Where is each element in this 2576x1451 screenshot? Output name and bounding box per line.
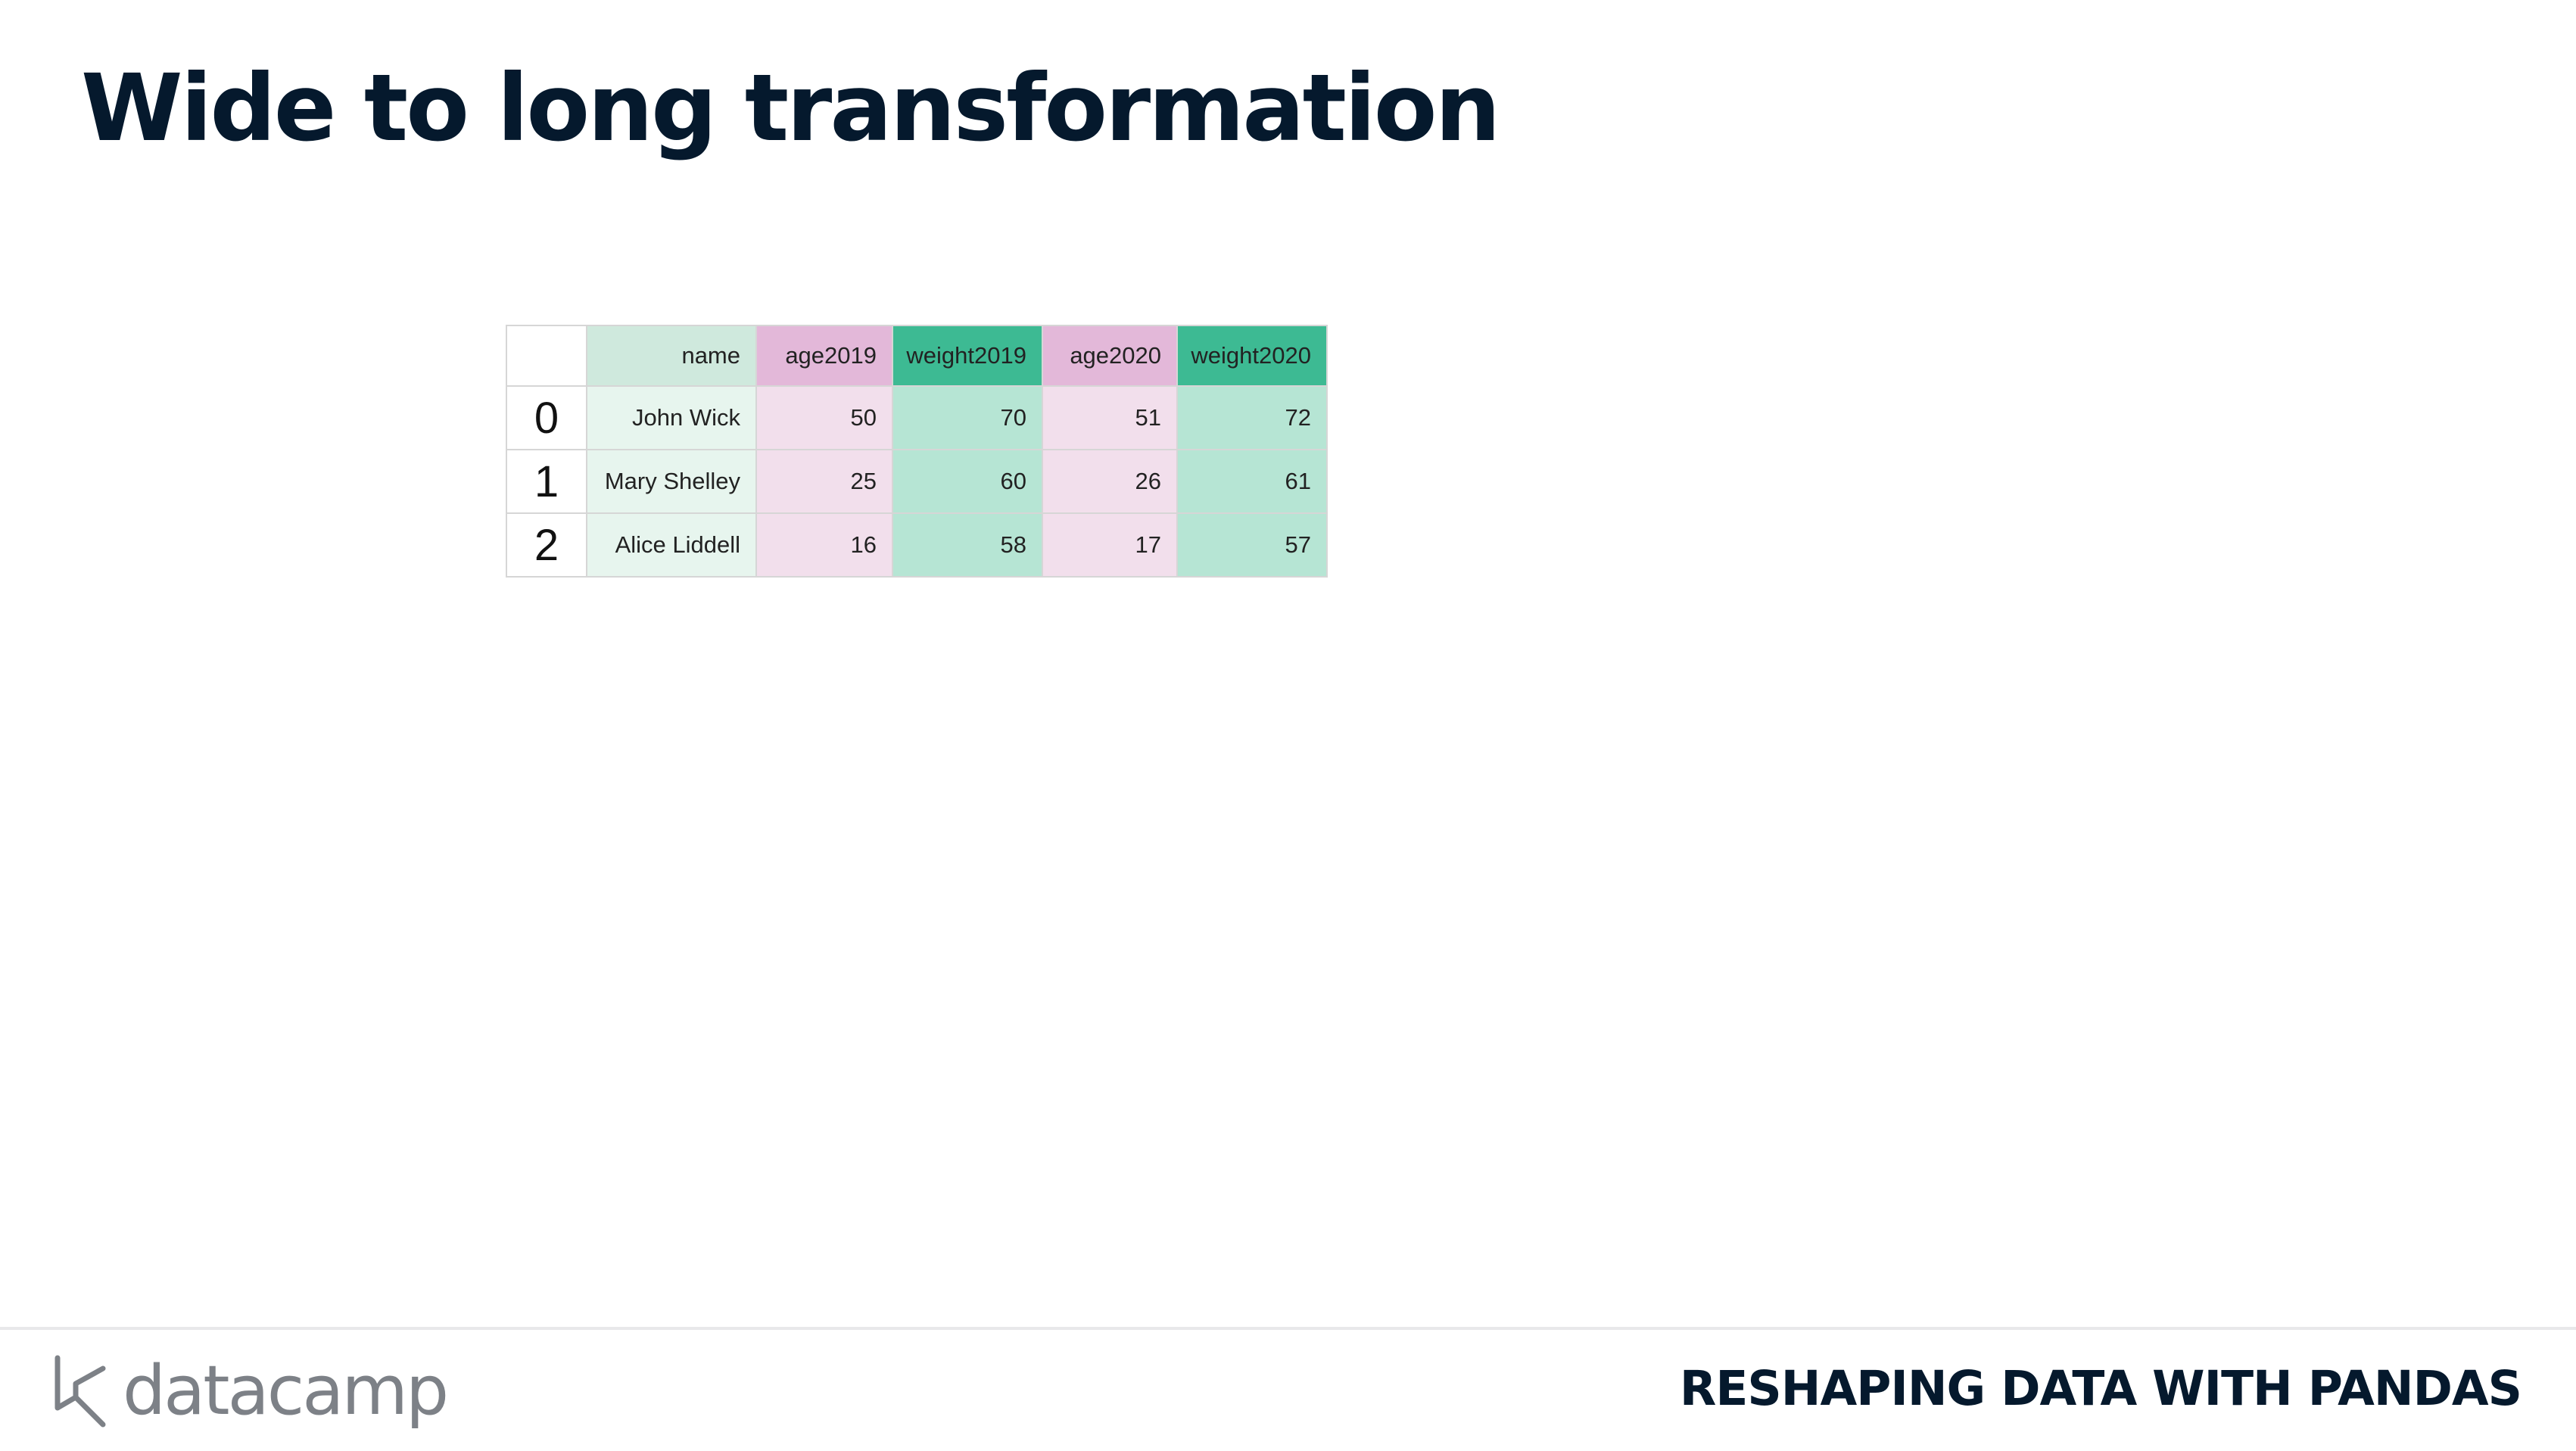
table-row: 2 Alice Liddell 16 58 17 57 xyxy=(506,512,1328,578)
table-header-row: name age2019 weight2019 age2020 weight20… xyxy=(506,325,1328,387)
cell-age2020: 17 xyxy=(1042,512,1178,578)
row-index: 1 xyxy=(506,449,587,514)
datacamp-logo-icon xyxy=(55,1355,106,1428)
column-header-age2019: age2019 xyxy=(755,325,893,387)
row-index: 2 xyxy=(506,512,587,578)
cell-age2019: 25 xyxy=(755,449,893,514)
slide-title: Wide to long transformation xyxy=(81,54,1500,162)
cell-weight2020: 72 xyxy=(1176,385,1328,450)
cell-weight2019: 58 xyxy=(892,512,1043,578)
cell-age2020: 26 xyxy=(1042,449,1178,514)
cell-weight2019: 70 xyxy=(892,385,1043,450)
row-index: 0 xyxy=(506,385,587,450)
index-header xyxy=(506,325,587,387)
cell-weight2019: 60 xyxy=(892,449,1043,514)
cell-age2020: 51 xyxy=(1042,385,1178,450)
column-header-weight2019: weight2019 xyxy=(892,325,1043,387)
cell-weight2020: 57 xyxy=(1176,512,1328,578)
column-header-age2020: age2020 xyxy=(1042,325,1178,387)
cell-name: John Wick xyxy=(586,385,757,450)
datacamp-logo: datacamp xyxy=(53,1350,449,1433)
table-row: 1 Mary Shelley 25 60 26 61 xyxy=(506,449,1328,514)
cell-name: Alice Liddell xyxy=(586,512,757,578)
cell-weight2020: 61 xyxy=(1176,449,1328,514)
column-header-weight2020: weight2020 xyxy=(1176,325,1328,387)
cell-age2019: 50 xyxy=(755,385,893,450)
cell-age2019: 16 xyxy=(755,512,893,578)
logo-wordmark: datacamp xyxy=(123,1351,449,1431)
table-row: 0 John Wick 50 70 51 72 xyxy=(506,385,1328,450)
footer-divider xyxy=(0,1327,2576,1330)
cell-name: Mary Shelley xyxy=(586,449,757,514)
course-name: RESHAPING DATA WITH PANDAS xyxy=(1679,1361,2522,1416)
wide-data-table: name age2019 weight2019 age2020 weight20… xyxy=(506,325,1328,578)
column-header-name: name xyxy=(586,325,757,387)
